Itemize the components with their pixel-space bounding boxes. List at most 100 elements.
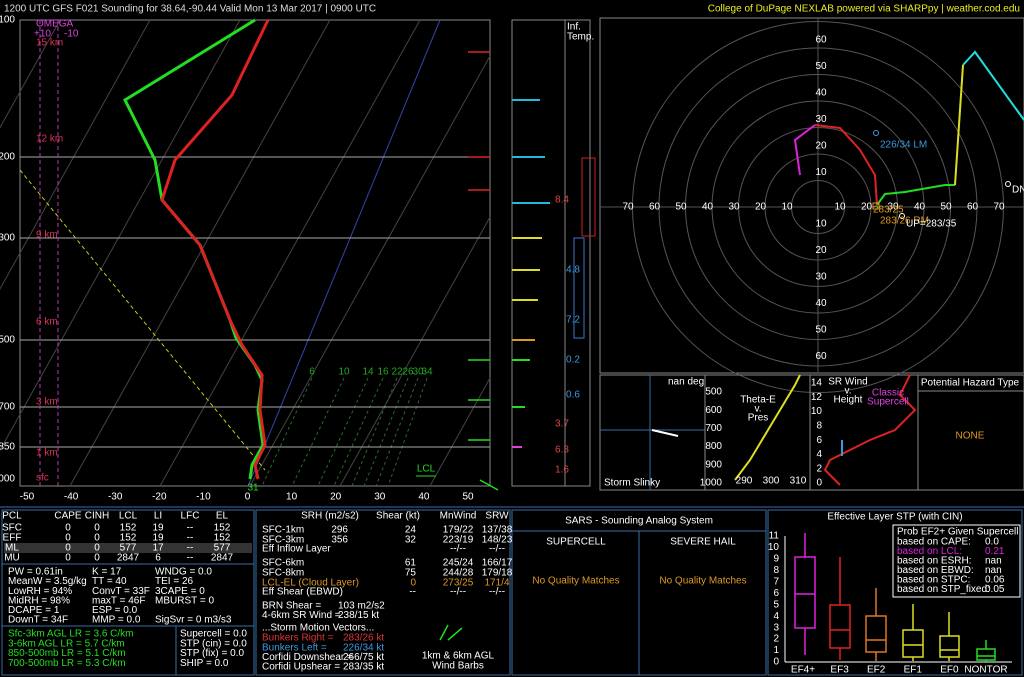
omega-scale: +10 — [34, 29, 51, 40]
height-label: 9 km — [36, 230, 58, 241]
kin-layer: SFC-8km — [262, 568, 304, 579]
parcel-cell: MU — [4, 553, 20, 564]
srwind-height: 0 — [816, 478, 822, 489]
parcel-cell: 0 — [65, 543, 71, 554]
srwind-ref: Supercell — [867, 397, 909, 408]
parcel-header: LI — [154, 511, 162, 522]
prob-title: Prob EF2+ Given Supercell — [897, 527, 1018, 538]
motion-value: 283/26 kt — [343, 633, 384, 644]
parcel-cell: 0 — [94, 523, 100, 534]
thetae-title: Pres — [748, 413, 769, 424]
pressure-label: 700 — [0, 402, 15, 413]
height-label: sfc — [36, 473, 49, 484]
motion-label: Bunkers Right = — [262, 633, 334, 644]
stp-ytick: 4 — [773, 611, 779, 622]
motion-label: Corfidi Downshear = — [262, 652, 353, 663]
kin-cell: --/-- — [489, 587, 505, 598]
parcel-cell: 19 — [152, 533, 164, 544]
composite-index: SHIP = 0.0 — [180, 658, 229, 669]
ring-label: 30 — [728, 202, 740, 213]
prob-value: 0.06 — [985, 575, 1005, 586]
parcel-cell: 577 — [120, 543, 137, 554]
height-label: 12 km — [36, 134, 63, 145]
hodo-trace — [876, 184, 955, 206]
wind-barbs-low — [468, 359, 499, 491]
srwind-title: v. — [844, 386, 851, 397]
kin-cell: 245/24 — [443, 558, 474, 569]
index-value: SigSvr = 0 m3/s3 — [155, 615, 232, 626]
hodo-label: DN — [1012, 185, 1024, 196]
parcel-cell: ML — [5, 543, 19, 554]
left-mover — [873, 130, 879, 136]
downshear — [1005, 181, 1011, 187]
stp-ytick: 6 — [773, 588, 779, 599]
parcel-header: EL — [216, 511, 229, 522]
temp-label: -30 — [108, 492, 123, 503]
thetae-temp: 290 — [736, 476, 753, 487]
index-value: 3CAPE = 0 — [155, 586, 205, 597]
omega-title: OMEGA — [36, 19, 74, 30]
kin-label: BRN Shear = — [262, 601, 321, 612]
kin-header: SRW — [485, 511, 509, 522]
hodograph-rings — [600, 18, 1024, 393]
ring-label: 20 — [815, 141, 827, 152]
mixing-lines — [261, 377, 428, 487]
srwind-height: 12 — [811, 392, 823, 403]
stp-category: EF1 — [904, 665, 923, 676]
index-value: DownT = 34F — [8, 615, 68, 626]
parcel-header: PCL — [2, 511, 22, 522]
parcel-cell: 577 — [214, 543, 231, 554]
temp-label: 0 — [245, 492, 251, 503]
sars-title: SARS - Sounding Analog System — [565, 516, 713, 527]
composite-index: Supercell = 0.0 — [180, 629, 247, 640]
kin-header: Shear (kt) — [376, 511, 420, 522]
index-value: maxT = 46F — [92, 595, 145, 606]
kin-cell: 223/19 — [443, 535, 474, 546]
motion-value: 266/75 kt — [343, 652, 384, 663]
stp-ytick: 0 — [773, 657, 779, 668]
parcel-cell: -- — [187, 523, 194, 534]
inferred-value: 8.4 — [555, 195, 569, 206]
prob-value: nan — [985, 565, 1002, 576]
kin-layer: Eff Inflow Layer — [262, 544, 331, 555]
kin-layer: SFC-1km — [262, 525, 304, 536]
barb-caption: Wind Barbs — [432, 661, 484, 672]
thetae-profile — [734, 374, 801, 481]
kin-cell: --/-- — [489, 544, 505, 555]
thetae-pres: 800 — [705, 441, 722, 452]
kin-cell: 244/28 — [443, 568, 474, 579]
thetae-pres: 700 — [705, 423, 722, 434]
kin-cell: 0 — [410, 578, 416, 589]
height-label: 6 km — [36, 317, 58, 328]
inferred-temp-frame — [564, 19, 591, 487]
ring-label: 20 — [861, 202, 873, 213]
mixing-label: 10 — [338, 367, 350, 378]
texts: 1200 UTC GFS F021 Sounding for 38.64,-90… — [0, 4, 1024, 676]
prob-value: nan — [985, 556, 1002, 567]
motion-title: ...Storm Motion Vectors... — [262, 623, 374, 634]
kin-cell: --/-- — [450, 544, 466, 555]
thetae-pres: 500 — [705, 387, 722, 398]
parcel-cell: 19 — [152, 523, 164, 534]
inferred-layer — [573, 237, 585, 339]
index-value: LowRH = 94% — [8, 586, 72, 597]
ring-label: 30 — [815, 114, 827, 125]
kin-cell: 179/22 — [443, 525, 474, 536]
prob-label: based on ESRH: — [897, 556, 972, 567]
prob-label: based on LCL: — [897, 546, 962, 557]
parcel-cell: -- — [187, 543, 194, 554]
srwind-height: 14 — [811, 378, 823, 389]
mixing-label: 34 — [421, 367, 433, 378]
ring-label: 10 — [834, 202, 846, 213]
prob-label: based on STPC: — [897, 575, 970, 586]
stp-ytick: 9 — [773, 554, 779, 565]
barb-icon — [439, 624, 463, 641]
pressure-label: 300 — [0, 233, 15, 244]
index-value: MidRH = 98% — [8, 595, 70, 606]
kin-cell: 171/4 — [484, 578, 509, 589]
sars-header: SEVERE HAIL — [670, 537, 736, 548]
motion-label: Bunkers Left = — [262, 642, 327, 653]
ring-label: 30 — [815, 272, 827, 283]
index-value: MBURST = 0 — [155, 595, 214, 606]
ring-label: 50 — [815, 61, 827, 72]
